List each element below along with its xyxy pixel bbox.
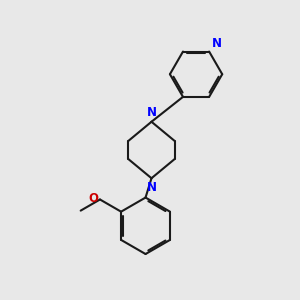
Text: O: O (88, 192, 98, 206)
Text: N: N (212, 37, 221, 50)
Text: N: N (146, 181, 157, 194)
Text: N: N (146, 106, 157, 119)
